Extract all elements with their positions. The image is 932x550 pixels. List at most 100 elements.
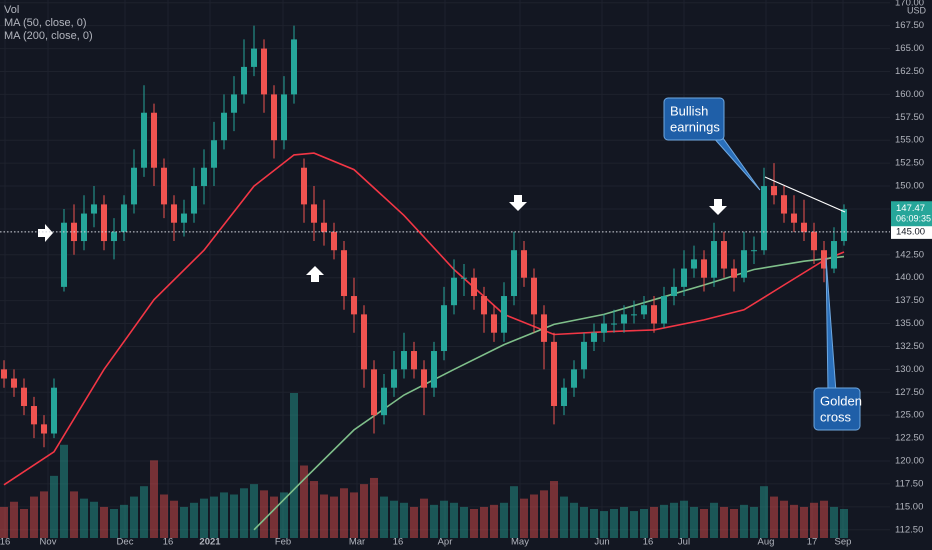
- countdown: 06:09:35: [896, 214, 931, 224]
- x-tick-label: Jun: [594, 537, 609, 548]
- volume-bar: [270, 496, 278, 538]
- candle-body: [381, 387, 387, 416]
- candle-body: [281, 94, 287, 141]
- candle-body: [441, 305, 447, 352]
- volume-bar: [160, 494, 168, 538]
- candle-body: [521, 250, 527, 278]
- candle-body: [271, 94, 277, 141]
- candle-body: [701, 259, 707, 278]
- candle-body: [181, 213, 187, 223]
- candle-body: [391, 369, 397, 388]
- y-tick-label: 115.00: [895, 501, 923, 512]
- volume-bar: [820, 500, 828, 538]
- candle-body: [791, 213, 797, 223]
- candle-body: [371, 369, 377, 416]
- candle-body: [531, 277, 537, 315]
- candle-body: [741, 250, 747, 278]
- candle-body: [691, 259, 697, 269]
- candle-body: [681, 268, 687, 287]
- volume-bar: [350, 492, 358, 538]
- volume-bar: [620, 506, 628, 538]
- volume-bar: [130, 496, 138, 538]
- y-tick-label: 157.50: [895, 112, 924, 123]
- volume-bar: [120, 504, 128, 538]
- volume-bar: [140, 486, 148, 538]
- volume-bar: [280, 492, 288, 538]
- y-tick-label: 112.50: [895, 524, 923, 535]
- candle-body: [451, 277, 457, 306]
- candle-body: [251, 48, 257, 67]
- volume-bar: [420, 498, 428, 538]
- volume-bar: [320, 494, 328, 538]
- candle-body: [101, 204, 107, 242]
- candle-body: [651, 305, 657, 324]
- volume-bar: [60, 444, 68, 538]
- annotation: cross: [820, 409, 852, 424]
- volume-bar: [330, 496, 338, 538]
- y-tick-label: 137.50: [895, 295, 924, 306]
- volume-bar: [600, 511, 608, 538]
- arrow-down: [709, 199, 727, 215]
- y-tick-label: 135.00: [895, 318, 924, 329]
- arrows: [38, 195, 727, 282]
- y-tick-label: 132.50: [895, 341, 924, 352]
- volume-bar: [650, 506, 658, 538]
- volume-bar: [670, 502, 678, 538]
- volume-bar: [630, 511, 638, 538]
- trendline: [764, 176, 846, 213]
- candle-body: [121, 204, 127, 232]
- volume-bar: [700, 509, 708, 538]
- volume-bar: [70, 491, 78, 538]
- candles: [1, 25, 847, 448]
- legend-item: Vol: [4, 4, 19, 16]
- candle-body: [91, 204, 97, 214]
- x-tick-label: Jul: [678, 537, 690, 548]
- candle-body: [331, 231, 337, 251]
- volume-bar: [90, 501, 98, 538]
- arrow-up: [306, 266, 324, 282]
- candle-body: [761, 186, 767, 251]
- candle-body: [601, 323, 607, 333]
- candle-body: [221, 112, 227, 141]
- x-tick-label: Nov: [40, 537, 57, 548]
- candle-body: [661, 296, 667, 324]
- candle-body: [801, 222, 807, 232]
- y-tick-label: 130.00: [895, 364, 924, 375]
- volume-bar: [690, 506, 698, 538]
- volume-bar: [790, 504, 798, 538]
- y-tick-label: 170.00: [895, 0, 924, 8]
- candle-body: [561, 387, 567, 407]
- volume-bar: [640, 509, 648, 538]
- candle-body: [591, 332, 597, 342]
- volume-bar: [430, 504, 438, 538]
- candle-body: [571, 369, 577, 388]
- candle-body: [301, 167, 307, 205]
- volume-bar: [250, 484, 258, 538]
- moving-averages: [3, 152, 845, 531]
- candle-body: [401, 351, 407, 370]
- volume-bar: [230, 494, 238, 538]
- candle-body: [841, 209, 847, 242]
- candle-body: [751, 250, 757, 252]
- volume-bar: [400, 502, 408, 538]
- ma-line: [3, 152, 845, 486]
- volume-bar: [580, 506, 588, 538]
- y-tick-label: 122.50: [895, 433, 924, 444]
- volume-bar: [500, 502, 508, 538]
- candle-body: [341, 250, 347, 297]
- volume-bar: [380, 496, 388, 538]
- candle-body: [611, 323, 617, 325]
- candle-body: [291, 39, 297, 95]
- legend-item: MA (50, close, 0): [4, 17, 87, 29]
- volume-bar: [480, 506, 488, 538]
- candle-body: [21, 387, 27, 407]
- x-tick-label: Mar: [349, 537, 365, 548]
- volume-bar: [440, 500, 448, 538]
- annotation: Golden: [820, 393, 862, 408]
- volume-bar: [830, 506, 838, 538]
- volume-bar: [170, 500, 178, 538]
- x-tick-label: 16: [163, 537, 174, 548]
- candle-body: [61, 222, 67, 287]
- y-tick-label: 150.00: [895, 181, 924, 192]
